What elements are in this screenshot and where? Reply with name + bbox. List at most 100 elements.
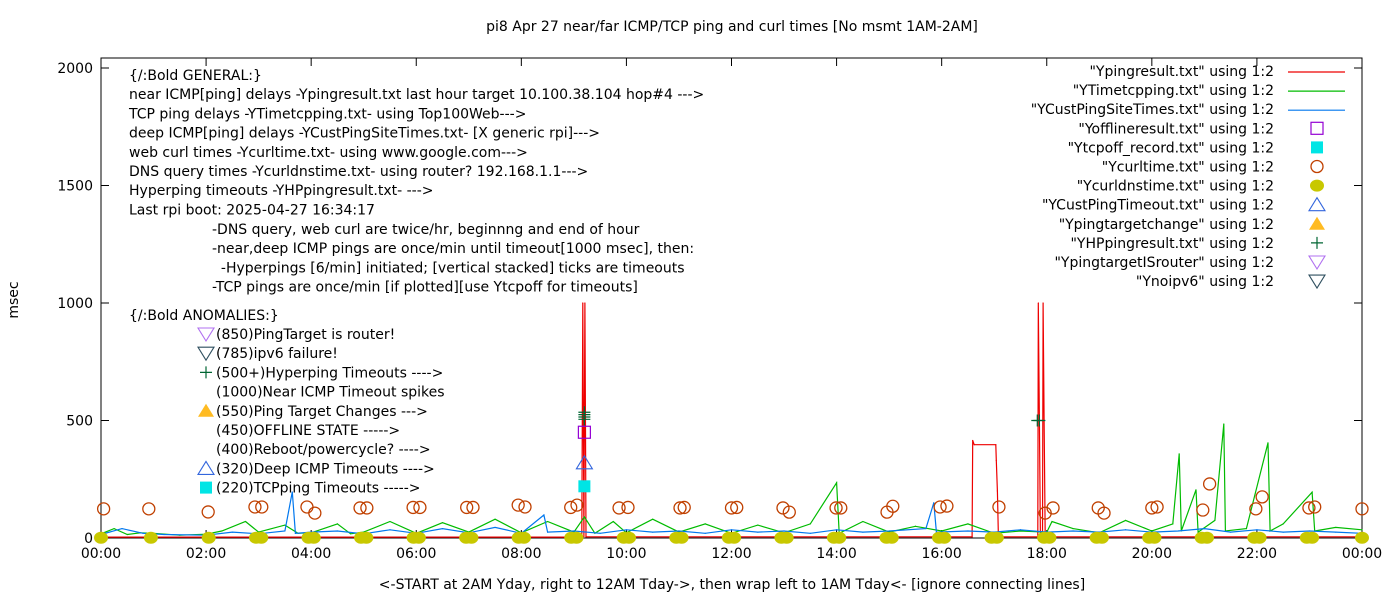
data-point — [1042, 302, 1044, 304]
anomaly-label: (320)Deep ICMP Timeouts ----> — [216, 461, 435, 477]
data-point — [730, 500, 744, 515]
data-point — [494, 526, 496, 529]
data-point — [973, 444, 975, 446]
data-point — [677, 500, 691, 515]
data-point — [255, 500, 269, 514]
data-point — [1249, 502, 1263, 516]
x-tick-label: 04:00 — [291, 546, 331, 562]
legend-marker-icon — [1308, 274, 1326, 290]
data-point — [835, 529, 838, 531]
x-tick-label: 16:00 — [921, 546, 961, 562]
anomaly-marker-icon — [200, 366, 212, 379]
data-point — [933, 502, 935, 504]
data-point — [294, 532, 297, 534]
data-point — [582, 302, 584, 304]
legend-marker-icon — [1311, 236, 1323, 249]
data-point — [547, 531, 549, 533]
data-point — [989, 531, 1004, 544]
data-point — [809, 532, 811, 534]
data-point — [1151, 530, 1153, 532]
data-point — [1177, 530, 1179, 532]
data-point — [995, 444, 997, 446]
data-point — [359, 531, 374, 544]
data-point — [1033, 414, 1046, 427]
x-tick-label: 08:00 — [501, 546, 541, 562]
data-point — [940, 499, 954, 513]
data-point — [832, 531, 847, 544]
legend-entry: "Ycurltime.txt" using 1:2 — [1102, 160, 1274, 176]
series-6 — [94, 531, 1369, 544]
data-point — [300, 500, 314, 514]
y-tick-label: 1000 — [57, 296, 93, 312]
data-point — [543, 514, 545, 516]
general-note: TCP ping delays -YTimetcpping.txt- using… — [128, 106, 526, 122]
data-point — [221, 530, 223, 532]
data-point — [1200, 531, 1215, 544]
data-point — [1147, 531, 1162, 544]
data-point — [862, 531, 864, 533]
data-point — [570, 498, 584, 512]
data-point — [349, 533, 352, 535]
data-point — [1178, 453, 1180, 455]
data-point — [1252, 531, 1267, 544]
series-4 — [578, 480, 591, 493]
data-point — [406, 500, 420, 515]
data-point — [464, 531, 479, 544]
x-tick-label: 12:00 — [711, 546, 751, 562]
data-point — [730, 529, 733, 531]
x-tick-label: 02:00 — [186, 546, 226, 562]
legend-entry: "Ycurldnstime.txt" using 1:2 — [1077, 179, 1274, 195]
data-point — [1282, 523, 1284, 525]
data-point — [1214, 519, 1216, 521]
data-point — [94, 531, 108, 544]
data-point — [573, 530, 575, 532]
data-point — [142, 502, 156, 516]
data-point — [578, 406, 591, 419]
data-point — [914, 525, 916, 527]
data-point — [578, 480, 591, 493]
data-point — [518, 500, 532, 514]
anomaly-label: (500+)Hyperping Timeouts ----> — [216, 365, 443, 381]
x-tick-label: 22:00 — [1237, 546, 1277, 562]
data-point — [599, 532, 601, 534]
data-point — [284, 530, 286, 532]
anomalies-title: {/:Bold ANOMALIES:} — [129, 308, 279, 324]
data-point — [201, 505, 215, 519]
data-point — [441, 522, 444, 524]
general-note: {/:Bold GENERAL:} — [129, 68, 262, 84]
legend-entry: "Yofflineresult.txt" using 1:2 — [1078, 121, 1274, 137]
data-point — [1072, 530, 1074, 532]
data-point — [336, 530, 339, 532]
anomaly-marker-icon — [197, 460, 215, 475]
legend-entry: "Ynoipv6" using 1:2 — [1136, 274, 1274, 290]
anomaly-label: (400)Reboot/powercycle? ----> — [216, 442, 431, 458]
data-point — [126, 533, 128, 536]
legend-marker-icon — [1309, 216, 1325, 230]
data-point — [254, 531, 269, 544]
data-point — [284, 524, 286, 526]
data-point — [652, 531, 654, 533]
general-note: Last rpi boot: 2025-04-27 16:34:17 — [129, 202, 375, 218]
data-point — [1203, 528, 1205, 530]
data-point — [1042, 531, 1057, 544]
data-point — [1196, 503, 1210, 517]
data-point — [779, 531, 794, 544]
general-note: near ICMP[ping] delays -Ypingresult.txt … — [129, 87, 704, 103]
anomaly-marker-icon — [200, 481, 212, 494]
data-point — [353, 501, 367, 515]
legend-entry: "Ypingtargetchange" using 1:2 — [1059, 217, 1274, 233]
data-point — [547, 520, 549, 523]
data-point — [1172, 523, 1174, 525]
data-point — [1361, 529, 1363, 531]
data-point — [1245, 528, 1248, 530]
legend: "Ypingresult.txt" using 1:2 "YTimetcpping… — [1031, 64, 1345, 290]
x-tick-label: 14:00 — [816, 546, 856, 562]
data-point — [143, 531, 158, 544]
data-point — [996, 490, 998, 492]
data-point — [1355, 531, 1369, 544]
legend-marker-icon — [1310, 121, 1324, 135]
data-point — [389, 520, 391, 523]
data-point — [1046, 501, 1060, 515]
data-point — [834, 501, 848, 515]
data-point — [121, 528, 123, 530]
